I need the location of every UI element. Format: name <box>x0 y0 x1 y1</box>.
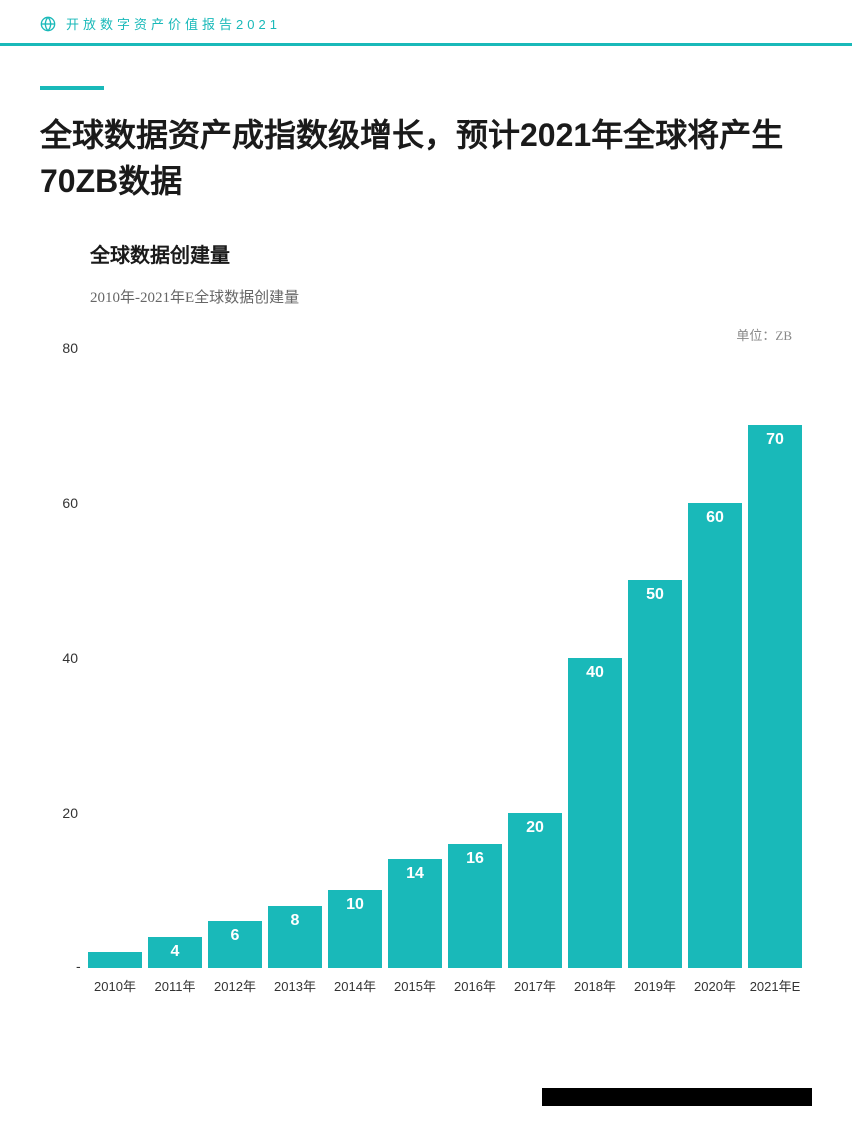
title-accent <box>40 86 104 90</box>
bar-column: 50 <box>628 348 682 968</box>
bar-value-label: 20 <box>508 819 562 837</box>
bar: 20 <box>508 813 562 968</box>
bar-column: 20 <box>508 348 562 968</box>
content: 全球数据资产成指数级增长，预计2021年全球将产生70ZB数据 全球数据创建量 … <box>0 86 852 995</box>
bar-value-label: 14 <box>388 865 442 883</box>
bar-column <box>88 348 142 968</box>
bar: 6 <box>208 921 262 968</box>
bar: 4 <box>148 937 202 968</box>
page-title: 全球数据资产成指数级增长，预计2021年全球将产生70ZB数据 <box>40 112 812 205</box>
chart: 80604020 - 4681014162040506070 <box>40 348 802 968</box>
page-header: 开放数字资产价值报告2021 <box>0 0 852 43</box>
bar-value-label: 60 <box>688 509 742 527</box>
bar-value-label: 6 <box>208 927 262 945</box>
bar-column: 60 <box>688 348 742 968</box>
bar-column: 40 <box>568 348 622 968</box>
chart-subtitle: 2010年-2021年E全球数据创建量 <box>90 286 812 307</box>
bar: 14 <box>388 859 442 968</box>
x-tick: 2016年 <box>448 976 502 995</box>
x-tick: 2014年 <box>328 976 382 995</box>
x-tick: 2013年 <box>268 976 322 995</box>
bar-value-label: 40 <box>568 664 622 682</box>
plot-area: - 4681014162040506070 <box>88 348 802 968</box>
bar: 8 <box>268 906 322 968</box>
x-tick: 2021年E <box>748 976 802 995</box>
bar-column: 70 <box>748 348 802 968</box>
header-title: 开放数字资产价值报告2021 <box>66 14 281 33</box>
x-tick: 2011年 <box>148 976 202 995</box>
footer-redaction-bar <box>542 1088 812 1106</box>
y-axis: 80604020 <box>40 348 88 968</box>
bar-column: 6 <box>208 348 262 968</box>
bar-value-label: 16 <box>448 850 502 868</box>
x-tick: 2012年 <box>208 976 262 995</box>
bar-column: 4 <box>148 348 202 968</box>
bar-value-label: 4 <box>148 943 202 961</box>
bar-column: 10 <box>328 348 382 968</box>
x-axis: 2010年 2011年 2012年 2013年 2014年 2015年 2016年 2017年… <box>88 976 802 995</box>
x-tick: 2015年 <box>388 976 442 995</box>
bar: 70 <box>748 425 802 968</box>
unit-label: 单位：ZB <box>40 325 792 344</box>
bar-value-label: 50 <box>628 586 682 604</box>
bar-value-label: 70 <box>748 431 802 449</box>
x-tick: 2019年 <box>628 976 682 995</box>
origin-dash: - <box>76 958 81 974</box>
bar: 60 <box>688 503 742 968</box>
bar: 40 <box>568 658 622 968</box>
x-tick: 2010年 <box>88 976 142 995</box>
bar: 50 <box>628 580 682 968</box>
bar-column: 14 <box>388 348 442 968</box>
bar-value-label: 8 <box>268 912 322 930</box>
bar: 16 <box>448 844 502 968</box>
bar-column: 8 <box>268 348 322 968</box>
globe-icon <box>40 16 56 32</box>
bar-value-label: 10 <box>328 896 382 914</box>
bar-column: 16 <box>448 348 502 968</box>
bar: 10 <box>328 890 382 968</box>
x-tick: 2017年 <box>508 976 562 995</box>
bar <box>88 952 142 968</box>
x-tick: 2020年 <box>688 976 742 995</box>
chart-title: 全球数据创建量 <box>90 239 812 268</box>
header-rule <box>0 43 852 46</box>
x-tick: 2018年 <box>568 976 622 995</box>
